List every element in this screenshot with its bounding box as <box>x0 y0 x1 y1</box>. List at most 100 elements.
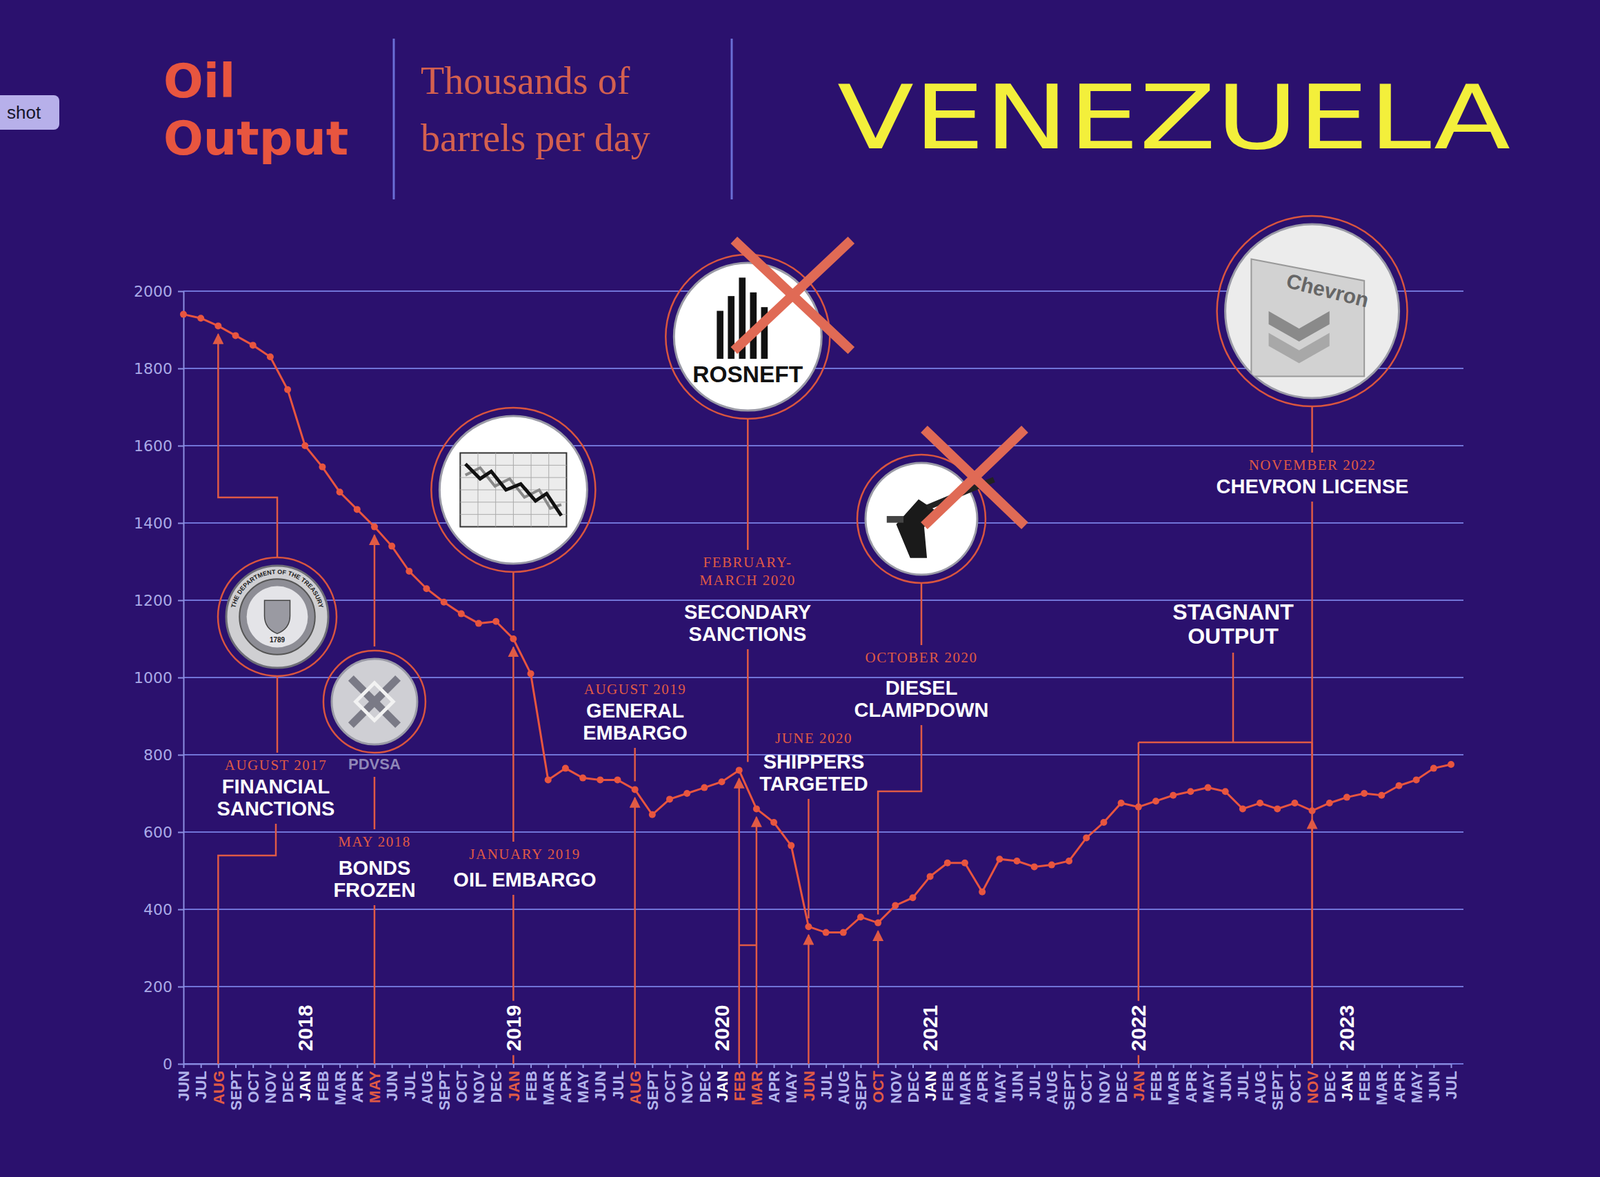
title: OilOutput <box>163 53 349 166</box>
data-point <box>891 901 899 909</box>
x-tick: AUG <box>626 1063 645 1105</box>
data-point <box>492 617 500 625</box>
subtitle: Thousands ofbarrels per day <box>420 59 651 160</box>
leader-line <box>1137 1054 1140 1064</box>
year-labels: 201820192020202120222023 <box>293 1004 1359 1052</box>
data-point <box>440 598 448 606</box>
nozzle-spout <box>886 515 904 523</box>
grid-line <box>183 908 1464 910</box>
x-tick-mark <box>668 1063 671 1068</box>
data-point <box>232 331 240 339</box>
x-tick-label: JAN <box>1130 1070 1148 1101</box>
x-tick-mark <box>651 1063 654 1068</box>
y-tick-mark <box>177 986 184 988</box>
y-tick: 600 <box>143 823 184 841</box>
x-tick: JUN <box>1425 1063 1443 1101</box>
x-tick-label: JUL <box>1442 1070 1460 1100</box>
y-tick-label: 1800 <box>133 360 173 378</box>
x-tick: JUL <box>1234 1063 1252 1100</box>
x-tick-mark <box>1294 1063 1296 1068</box>
grid-line <box>183 444 1464 447</box>
leader-line <box>512 894 515 1001</box>
data-point <box>1013 857 1021 865</box>
x-tick-label: JAN <box>505 1070 523 1101</box>
leader-line <box>1311 501 1314 803</box>
x-tick: FEB <box>939 1063 957 1101</box>
x-tick-mark <box>564 1063 567 1068</box>
data-point <box>180 311 187 318</box>
data-layer <box>180 311 1455 936</box>
annotation: AUGUST 2019GENERALEMBARGO <box>582 680 687 744</box>
x-tick-label: MAY <box>366 1070 384 1103</box>
x-tick: MAY <box>782 1063 800 1103</box>
x-tick-mark <box>287 1063 289 1068</box>
leader-line <box>746 418 749 550</box>
x-tick: SEPT <box>227 1063 245 1110</box>
data-point <box>596 775 604 783</box>
leaders <box>217 333 1312 1064</box>
x-tick-label: FEB <box>522 1070 540 1101</box>
x-tick-mark <box>513 1063 515 1068</box>
title-line: Oil <box>163 53 236 109</box>
data-point <box>388 542 396 550</box>
data-point <box>735 766 743 774</box>
x-tick: SEPT <box>1268 1063 1287 1110</box>
x-tick-mark <box>1260 1063 1262 1068</box>
icon-text: ROSNEFT <box>692 360 803 387</box>
data-point <box>666 795 674 803</box>
x-tick: MAR <box>1373 1063 1391 1105</box>
x-tick: JAN <box>505 1063 523 1101</box>
x-tick-mark <box>791 1063 793 1068</box>
x-tick-label: SEPT <box>1268 1069 1287 1110</box>
x-tick-mark <box>356 1063 358 1068</box>
leader-line <box>877 724 922 915</box>
x-tick-label: AUG <box>835 1070 853 1105</box>
x-tick-label: NOV <box>1095 1070 1114 1104</box>
y-tick-mark <box>177 908 184 911</box>
x-tick: JUN <box>1008 1063 1027 1101</box>
x-tick-mark <box>755 1063 758 1068</box>
x-tick-label: JUN <box>591 1070 609 1101</box>
x-tick: DEC <box>279 1063 297 1103</box>
x-tick-label: OCT <box>661 1069 679 1103</box>
x-tick-label: FEB <box>1355 1070 1374 1101</box>
x-tick: DEC <box>1321 1063 1339 1103</box>
annotation-text: TARGETED <box>759 772 868 795</box>
x-tick-mark <box>252 1063 254 1068</box>
leader-line <box>920 582 923 645</box>
annotation: STAGNANTOUTPUT <box>1172 599 1294 649</box>
annotation-date: JANUARY 2019 <box>468 845 580 863</box>
x-tick-label: JUL <box>401 1070 419 1100</box>
data-point <box>753 804 760 812</box>
x-tick-mark <box>1068 1063 1071 1068</box>
annotation-text: GENERAL <box>586 699 685 722</box>
y-tick-mark <box>177 754 184 756</box>
leader-line <box>1311 406 1314 453</box>
x-tick: JAN <box>296 1063 314 1101</box>
x-tick-label: AUG <box>1043 1070 1061 1105</box>
x-tick: MAY <box>574 1063 592 1103</box>
x-tick: MAR <box>956 1063 974 1105</box>
x-tick: JUN <box>591 1063 609 1101</box>
x-tick-label: AUG <box>418 1070 436 1105</box>
x-tick-label: DEC <box>904 1070 923 1103</box>
x-tick-label: SEPT <box>644 1069 662 1110</box>
data-point <box>926 872 934 880</box>
x-tick-mark <box>929 1063 932 1068</box>
leader-line <box>1232 652 1235 743</box>
x-tick-mark <box>373 1063 376 1068</box>
annotation-text: FROZEN <box>333 878 416 901</box>
x-tick: APR <box>1182 1063 1200 1103</box>
x-tick: JAN <box>1338 1063 1356 1101</box>
y-tick-mark <box>177 677 184 679</box>
x-tick: MAR <box>1164 1063 1183 1105</box>
icon: Chevron <box>1217 215 1408 407</box>
data-point <box>1082 833 1090 841</box>
chart-grid <box>548 453 549 527</box>
x-tick: MAR <box>748 1063 766 1105</box>
x-tick-label: JAN <box>1338 1070 1356 1101</box>
leader-line <box>217 823 276 1064</box>
x-tick: JUN <box>383 1063 401 1101</box>
heading: VENEZUELA <box>837 66 1511 169</box>
data-point <box>613 775 621 783</box>
